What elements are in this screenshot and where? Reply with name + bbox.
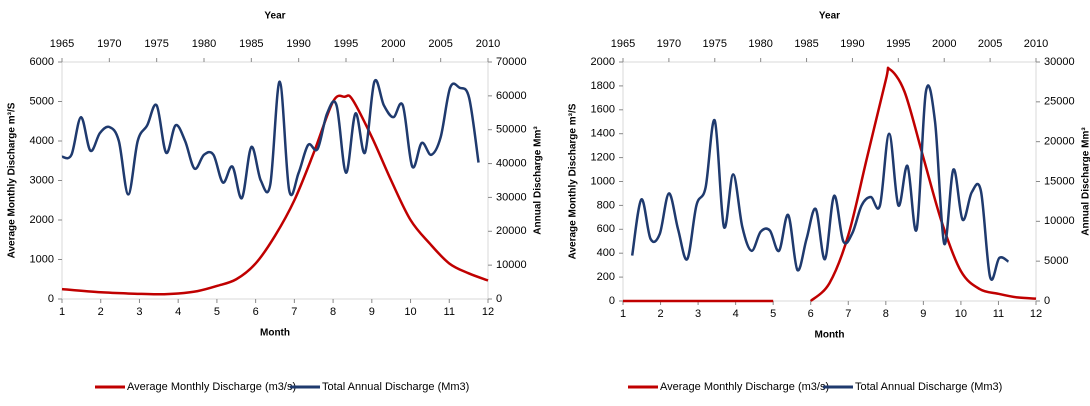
x2-tick-label: 1990 (286, 38, 310, 50)
y-tick-label: 1400 (591, 128, 615, 140)
x-axis-title: Month (260, 328, 290, 339)
x-tick-label: 7 (845, 308, 851, 320)
x2-tick-label: 2010 (476, 38, 500, 50)
x-tick-label: 6 (253, 306, 259, 318)
x2-tick-label: 1990 (840, 38, 864, 50)
y2-tick-label: 5000 (1044, 255, 1068, 267)
y2-tick-label: 60000 (496, 90, 527, 102)
x2-tick-label: 2000 (932, 38, 956, 50)
x-tick-label: 2 (657, 308, 663, 320)
x-tick-label: 7 (291, 306, 297, 318)
x-tick-label: 6 (808, 308, 814, 320)
x2-tick-label: 1970 (97, 38, 121, 50)
y2-tick-label: 30000 (496, 191, 527, 203)
y-tick-label: 0 (609, 295, 615, 307)
legend-label: Average Monthly Discharge (m3/s) (660, 381, 829, 393)
x2-tick-label: 1985 (239, 38, 263, 50)
x2-axis-title: Year (264, 11, 285, 22)
x-tick-label: 12 (1030, 308, 1042, 320)
y-tick-label: 1800 (591, 80, 615, 92)
y2-tick-label: 25000 (1044, 96, 1075, 108)
x2-tick-label: 1980 (192, 38, 216, 50)
x-tick-label: 11 (444, 306, 455, 318)
y-tick-label: 2000 (591, 56, 615, 68)
data-line (61, 78, 480, 200)
x2-tick-label: 1975 (703, 38, 727, 50)
y-tick-label: 0 (48, 293, 54, 305)
x-tick-label: 3 (695, 308, 701, 320)
y2-tick-label: 0 (1044, 295, 1050, 307)
x-tick-label: 10 (404, 306, 416, 318)
x2-tick-label: 1980 (748, 38, 772, 50)
y-axis-title: Average Monthly Discharge m³/S (568, 103, 579, 259)
x2-tick-label: 1965 (611, 38, 635, 50)
y-tick-label: 2000 (30, 214, 54, 226)
x2-tick-label: 2000 (381, 38, 405, 50)
data-line (630, 84, 1010, 281)
y2-tick-label: 15000 (1044, 175, 1075, 187)
y-tick-label: 4000 (30, 135, 54, 147)
x-tick-label: 4 (733, 308, 739, 320)
y-tick-label: 1000 (30, 253, 54, 265)
y2-tick-label: 50000 (496, 124, 527, 136)
x2-tick-label: 2005 (428, 38, 452, 50)
y2-tick-label: 40000 (496, 157, 527, 169)
y2-tick-label: 20000 (496, 225, 527, 237)
y2-axis-title: Annual Discharge Mm³ (533, 126, 544, 235)
x-tick-label: 12 (482, 306, 494, 318)
x2-tick-label: 2010 (1024, 38, 1048, 50)
x-tick-label: 1 (620, 308, 626, 320)
x-tick-label: 5 (214, 306, 220, 318)
y2-tick-label: 70000 (496, 56, 527, 68)
y-tick-label: 400 (597, 247, 615, 259)
y2-axis-title: Annual Discharge Mm³ (1081, 127, 1090, 236)
x2-tick-label: 1995 (886, 38, 910, 50)
x2-axis-title: Year (819, 11, 840, 22)
plot-frame (622, 61, 1037, 302)
y-tick-label: 800 (597, 199, 615, 211)
x2-tick-label: 1995 (334, 38, 358, 50)
y-tick-label: 3000 (30, 174, 54, 186)
x-tick-label: 11 (993, 308, 1004, 320)
x-tick-label: 5 (770, 308, 776, 320)
y2-tick-label: 10000 (496, 259, 527, 271)
y2-tick-label: 20000 (1044, 136, 1075, 148)
y-axis-title: Average Monthly Discharge m³/S (7, 102, 18, 258)
legend-label: Total Annual Discharge (Mm3) (855, 381, 1002, 393)
x2-tick-label: 1970 (657, 38, 681, 50)
x-tick-label: 1 (59, 306, 65, 318)
y-tick-label: 200 (597, 271, 615, 283)
x2-tick-label: 1975 (144, 38, 168, 50)
x-tick-label: 8 (330, 306, 336, 318)
legend-label: Average Monthly Discharge (m3/s) (127, 381, 296, 393)
y-tick-label: 600 (597, 223, 615, 235)
y-tick-label: 6000 (30, 56, 54, 68)
x-tick-label: 8 (883, 308, 889, 320)
y-tick-label: 1000 (591, 175, 615, 187)
y2-tick-label: 0 (496, 293, 502, 305)
x-tick-label: 10 (955, 308, 967, 320)
y-tick-label: 1600 (591, 104, 615, 116)
x-tick-label: 2 (98, 306, 104, 318)
y2-tick-label: 10000 (1044, 215, 1075, 227)
y-tick-label: 1200 (591, 152, 615, 164)
data-line (622, 66, 1037, 303)
x-tick-label: 9 (369, 306, 375, 318)
data-line (61, 94, 489, 296)
x-tick-label: 4 (175, 306, 181, 318)
x2-tick-label: 1985 (794, 38, 818, 50)
x-axis-title: Month (815, 330, 845, 341)
x2-tick-label: 1965 (50, 38, 74, 50)
y2-tick-label: 30000 (1044, 56, 1075, 68)
x-tick-label: 9 (920, 308, 926, 320)
y-tick-label: 5000 (30, 95, 54, 107)
legend-label: Total Annual Discharge (Mm3) (322, 381, 469, 393)
x2-tick-label: 2005 (978, 38, 1002, 50)
x-tick-label: 3 (136, 306, 142, 318)
